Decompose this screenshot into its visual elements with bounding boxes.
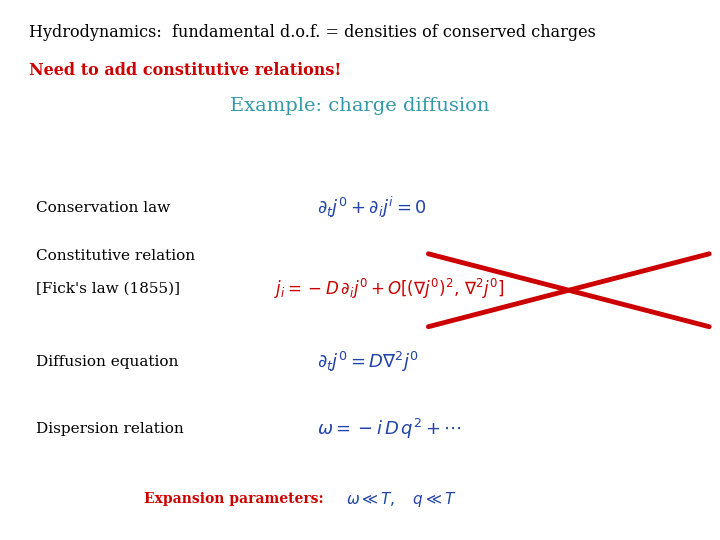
Text: Hydrodynamics:  fundamental d.o.f. = densities of conserved charges: Hydrodynamics: fundamental d.o.f. = dens… bbox=[29, 24, 595, 41]
Text: Dispersion relation: Dispersion relation bbox=[36, 422, 184, 436]
Text: $\omega \ll T, \quad q \ll T$: $\omega \ll T, \quad q \ll T$ bbox=[346, 490, 456, 509]
Text: [Fick's law (1855)]: [Fick's law (1855)] bbox=[36, 282, 180, 296]
Text: Diffusion equation: Diffusion equation bbox=[36, 355, 179, 369]
Text: Example: charge diffusion: Example: charge diffusion bbox=[230, 97, 490, 115]
Text: Need to add constitutive relations!: Need to add constitutive relations! bbox=[29, 62, 341, 79]
Text: Expansion parameters:: Expansion parameters: bbox=[144, 492, 323, 507]
Text: Constitutive relation: Constitutive relation bbox=[36, 249, 195, 264]
Text: $\omega = -i\, D\, q^2 + \cdots$: $\omega = -i\, D\, q^2 + \cdots$ bbox=[317, 417, 462, 441]
Text: $\partial_t j^0 + \partial_i j^i = 0$: $\partial_t j^0 + \partial_i j^i = 0$ bbox=[317, 195, 427, 220]
Text: $\partial_t j^0 = D\nabla^2 j^0$: $\partial_t j^0 = D\nabla^2 j^0$ bbox=[317, 350, 419, 374]
Text: $j_i = -D\, \partial_i j^0 + O[(\nabla j^0)^2,\, \nabla^2 j^0]$: $j_i = -D\, \partial_i j^0 + O[(\nabla j… bbox=[274, 277, 504, 301]
Text: Conservation law: Conservation law bbox=[36, 201, 170, 215]
